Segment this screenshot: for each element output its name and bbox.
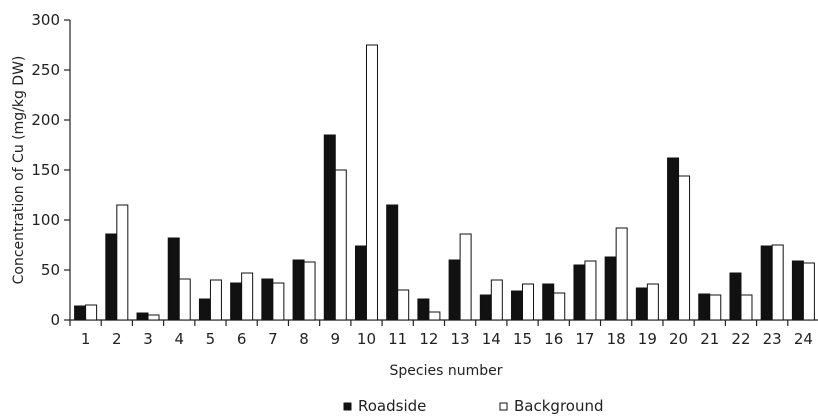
bar-background-7 [272, 282, 285, 321]
y-axis-title: Concentration of Cu (mg/kg DW) [11, 56, 27, 285]
x-tick-label: 17 [575, 330, 594, 348]
x-tick-label: 14 [482, 330, 501, 348]
bar-roadside-3 [136, 312, 149, 321]
bar-background-10 [365, 44, 378, 321]
bar-roadside-15 [511, 290, 524, 321]
bar-background-19 [646, 283, 659, 321]
bar-background-18 [615, 227, 628, 321]
x-tick-label: 11 [388, 330, 407, 348]
bar-roadside-13 [448, 259, 461, 321]
bar-roadside-17 [573, 264, 586, 321]
y-tick-label: 150 [31, 161, 60, 179]
y-tick-label: 250 [31, 61, 60, 79]
bar-roadside-22 [729, 272, 742, 321]
y-tick-label: 200 [31, 111, 60, 129]
x-tick-label: 23 [763, 330, 782, 348]
x-tick-label: 12 [419, 330, 438, 348]
bar-roadside-23 [760, 245, 773, 321]
bar-roadside-14 [479, 294, 492, 321]
x-tick-label: 7 [268, 330, 278, 348]
bar-background-23 [771, 244, 784, 321]
bar-background-5 [209, 279, 222, 321]
bar-roadside-5 [198, 298, 211, 321]
bar-background-1 [85, 304, 98, 321]
bar-roadside-20 [667, 157, 680, 321]
x-tick-label: 2 [112, 330, 122, 348]
x-tick-label: 19 [638, 330, 657, 348]
y-tick-label: 100 [31, 211, 60, 229]
bar-background-24 [802, 262, 815, 321]
legend-swatch-background [499, 402, 508, 411]
x-tick-label: 21 [700, 330, 719, 348]
x-tick-label: 3 [143, 330, 153, 348]
x-tick-label: 13 [451, 330, 470, 348]
bar-roadside-19 [635, 287, 648, 321]
bar-roadside-24 [791, 260, 804, 321]
bar-background-12 [428, 311, 441, 321]
bar-background-13 [459, 233, 472, 321]
y-tick-label: 300 [31, 11, 60, 29]
bar-background-6 [241, 272, 254, 321]
x-tick-label: 18 [607, 330, 626, 348]
x-tick-label: 5 [206, 330, 216, 348]
x-tick-label: 6 [237, 330, 247, 348]
x-tick-label: 20 [669, 330, 688, 348]
bar-roadside-18 [604, 256, 617, 321]
bar-background-3 [147, 314, 160, 321]
bar-roadside-9 [323, 134, 336, 321]
x-tick-label: 9 [330, 330, 340, 348]
x-axis-title: Species number [390, 363, 503, 379]
x-tick-label: 16 [544, 330, 563, 348]
bar-roadside-16 [542, 283, 555, 321]
bar-roadside-6 [230, 282, 243, 321]
y-tick-label: 0 [50, 311, 60, 329]
bar-background-9 [334, 169, 347, 321]
y-tick-label: 50 [41, 261, 60, 279]
bar-background-2 [116, 204, 129, 321]
bar-background-15 [522, 283, 535, 321]
legend-swatch-roadside [343, 402, 352, 411]
bar-roadside-11 [386, 204, 399, 321]
x-tick-label: 22 [731, 330, 750, 348]
bar-roadside-1 [74, 305, 87, 321]
legend-label-background: Background [514, 397, 604, 415]
bar-roadside-2 [105, 233, 118, 321]
bar-roadside-4 [167, 237, 180, 321]
bar-background-17 [584, 260, 597, 321]
bar-background-20 [678, 175, 691, 321]
legend-label-roadside: Roadside [358, 397, 426, 415]
x-tick-label: 24 [794, 330, 813, 348]
x-tick-label: 1 [81, 330, 91, 348]
bar-roadside-7 [261, 278, 274, 321]
x-tick-label: 15 [513, 330, 532, 348]
bar-background-16 [553, 292, 566, 321]
bar-roadside-10 [354, 245, 367, 321]
bar-background-14 [490, 279, 503, 321]
x-tick-label: 8 [299, 330, 309, 348]
x-tick-label: 4 [174, 330, 184, 348]
bar-roadside-21 [698, 293, 711, 321]
legend: Roadside Background [343, 397, 604, 415]
bar-background-4 [178, 278, 191, 321]
bar-background-11 [397, 289, 410, 321]
bar-background-21 [709, 294, 722, 321]
bar-background-22 [740, 294, 753, 321]
bar-roadside-8 [292, 259, 305, 321]
bar-background-8 [303, 261, 316, 321]
bar-roadside-12 [417, 298, 430, 321]
x-tick-label: 10 [357, 330, 376, 348]
